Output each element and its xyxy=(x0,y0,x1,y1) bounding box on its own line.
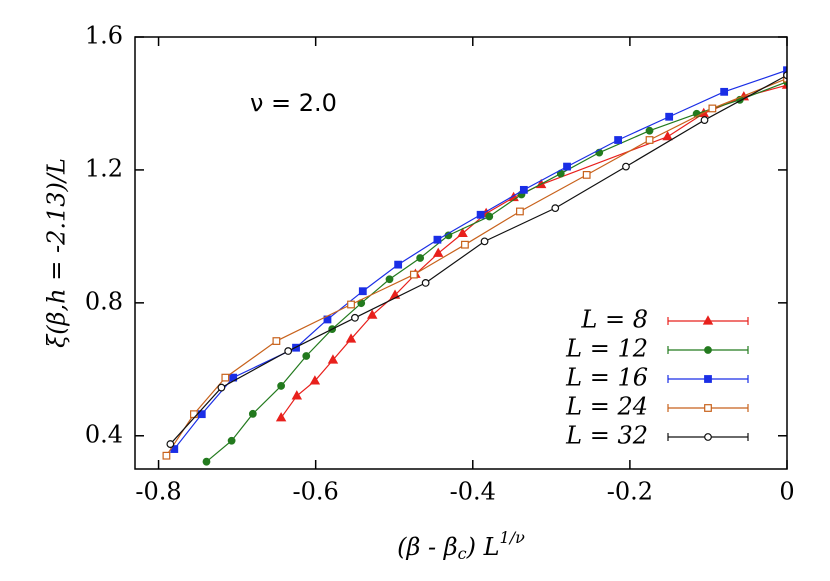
point xyxy=(351,313,359,322)
point xyxy=(519,185,528,194)
y-axis-label: ξ(β,h = -2.13)/L xyxy=(43,158,71,348)
x-label-part: ) L xyxy=(466,533,500,561)
point xyxy=(622,162,630,171)
series-line xyxy=(169,74,787,445)
x-axis-label: (β - βc) L1/ν xyxy=(397,528,525,563)
point xyxy=(582,171,591,179)
point xyxy=(345,333,357,343)
point xyxy=(190,410,198,419)
legend-label: L = 12 xyxy=(565,335,648,363)
point xyxy=(291,390,303,400)
legend-label: L = 8 xyxy=(580,306,648,334)
point xyxy=(480,237,489,246)
legend-marker xyxy=(704,433,712,441)
point xyxy=(275,412,287,422)
point xyxy=(416,254,425,262)
x-label-sub: c xyxy=(458,544,467,563)
point xyxy=(221,373,230,382)
point xyxy=(347,300,355,309)
point xyxy=(783,66,787,75)
point xyxy=(248,409,257,418)
legend-marker xyxy=(704,346,712,354)
point xyxy=(551,204,560,213)
x-label-part: (β - β xyxy=(397,533,457,561)
point xyxy=(720,87,729,96)
point xyxy=(708,104,717,113)
point xyxy=(162,451,171,460)
series-line xyxy=(165,77,787,457)
point xyxy=(563,162,571,171)
point xyxy=(421,279,430,287)
legend-marker xyxy=(704,375,712,383)
point xyxy=(645,136,654,144)
point xyxy=(461,240,469,249)
point xyxy=(614,136,623,144)
legend-label: L = 24 xyxy=(565,393,648,421)
legend-marker xyxy=(702,315,714,325)
series-line xyxy=(280,84,787,419)
legend-label: L = 32 xyxy=(565,422,648,450)
point xyxy=(665,112,674,121)
point xyxy=(217,383,226,392)
point xyxy=(284,347,293,355)
point xyxy=(272,337,281,345)
point xyxy=(783,71,787,80)
point xyxy=(367,309,378,319)
point xyxy=(700,116,709,124)
point xyxy=(662,130,673,141)
y-tick-label: 0.8 xyxy=(85,287,123,315)
point xyxy=(166,440,175,448)
y-tick-label: 1.6 xyxy=(85,22,123,50)
legend-marker xyxy=(704,404,712,412)
point xyxy=(277,382,286,390)
point xyxy=(645,126,654,135)
point xyxy=(202,457,211,466)
point xyxy=(432,247,444,257)
series-line xyxy=(206,81,787,463)
y-tick-label: 0.4 xyxy=(85,420,123,448)
point xyxy=(197,410,206,419)
point xyxy=(309,375,321,385)
point xyxy=(409,270,418,279)
point xyxy=(358,287,367,296)
point xyxy=(227,436,236,445)
point xyxy=(302,352,311,360)
point xyxy=(516,207,524,216)
x-tick-label: -0.4 xyxy=(450,478,496,506)
point xyxy=(385,275,394,284)
point xyxy=(433,235,442,244)
series-line xyxy=(173,69,787,450)
point xyxy=(476,210,485,219)
annotation: ν = 2.0 xyxy=(250,89,337,117)
point xyxy=(394,260,403,269)
point xyxy=(327,354,339,364)
point xyxy=(457,227,468,237)
x-label-sup: 1/ν xyxy=(500,528,526,547)
x-tick-label: -0.2 xyxy=(607,478,653,506)
legend-label: L = 16 xyxy=(565,364,648,392)
x-tick-label: -0.8 xyxy=(135,478,181,506)
x-tick-label: 0 xyxy=(779,478,794,506)
plot-frame xyxy=(134,36,788,470)
point xyxy=(485,212,494,221)
plot-area xyxy=(162,66,787,466)
y-tick-label: 1.2 xyxy=(85,154,123,182)
x-tick-label: -0.6 xyxy=(293,478,339,506)
